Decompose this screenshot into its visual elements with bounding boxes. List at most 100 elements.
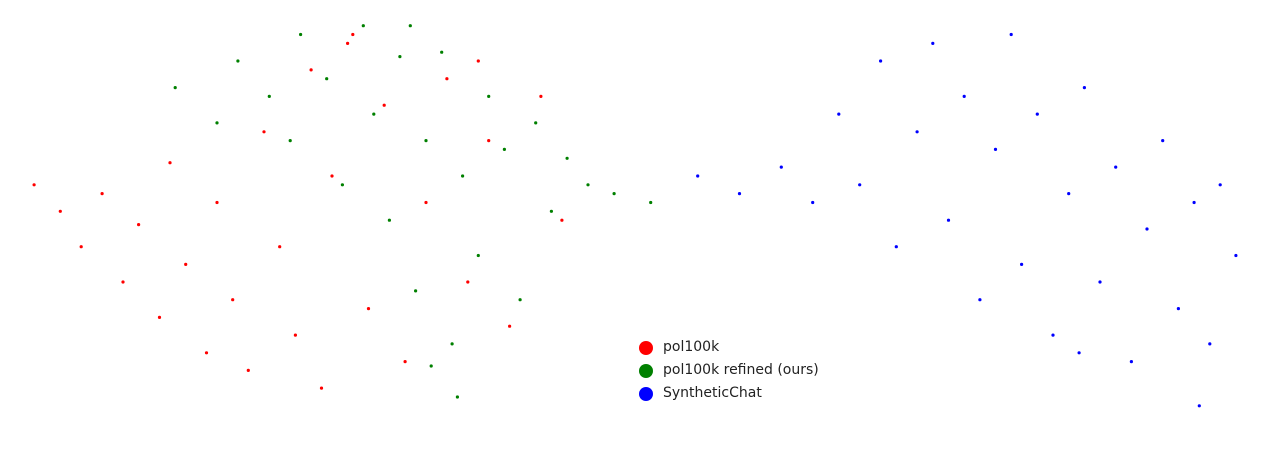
point-pol100k-26 <box>487 139 491 143</box>
point-pol100k-24 <box>445 77 449 81</box>
point-pol100k-15 <box>293 333 297 337</box>
point-pol100k-refined-ours-27 <box>455 395 459 399</box>
point-pol100k-refined-ours-20 <box>518 298 522 302</box>
point-syntheticchat-19 <box>1082 86 1086 90</box>
point-pol100k-refined-ours-5 <box>288 139 292 143</box>
point-pol100k-3 <box>100 192 104 196</box>
point-syntheticchat-28 <box>1218 183 1222 187</box>
point-pol100k-refined-ours-26 <box>649 200 653 205</box>
series-pol100k-refined-ours <box>173 24 653 399</box>
point-pol100k-7 <box>168 161 172 165</box>
point-syntheticchat-14 <box>1009 32 1013 37</box>
point-pol100k-8 <box>184 262 188 266</box>
point-pol100k-refined-ours-3 <box>267 94 271 98</box>
point-syntheticchat-20 <box>1098 280 1102 284</box>
point-syntheticchat-9 <box>931 41 935 46</box>
point-pol100k-refined-ours-4 <box>299 32 303 37</box>
point-pol100k-18 <box>330 174 334 178</box>
point-pol100k-refined-ours-28 <box>429 364 433 368</box>
series-pol100k <box>32 32 564 390</box>
point-pol100k-refined-ours-16 <box>461 174 465 178</box>
legend-label-pol100k-refined: pol100k refined (ours) <box>663 362 819 378</box>
point-syntheticchat-30 <box>1197 404 1201 408</box>
point-pol100k-13 <box>262 130 266 134</box>
point-pol100k-5 <box>137 223 141 227</box>
point-pol100k-2 <box>79 245 83 249</box>
point-pol100k-refined-ours-13 <box>424 139 428 143</box>
point-pol100k-refined-ours-14 <box>440 50 444 54</box>
point-syntheticchat-13 <box>993 147 998 151</box>
point-pol100k-22 <box>403 360 407 364</box>
legend-item-pol100k: pol100k <box>636 336 819 359</box>
point-pol100k-refined-ours-18 <box>487 94 491 98</box>
point-syntheticchat-5 <box>858 183 862 187</box>
point-pol100k-21 <box>382 103 386 107</box>
point-pol100k-14 <box>278 245 282 249</box>
point-syntheticchat-10 <box>946 218 951 222</box>
legend-marker-syntheticchat <box>639 386 653 401</box>
point-syntheticchat-8 <box>915 130 919 134</box>
point-syntheticchat-29 <box>1234 253 1238 258</box>
point-pol100k-1 <box>58 209 62 213</box>
point-syntheticchat-18 <box>1067 192 1071 196</box>
point-syntheticchat-2 <box>779 165 783 169</box>
point-syntheticchat-11 <box>962 94 966 98</box>
point-syntheticchat-12 <box>978 298 982 302</box>
point-pol100k-refined-ours-1 <box>215 121 219 125</box>
point-pol100k-16 <box>309 68 313 72</box>
legend-marker-pol100k <box>639 340 653 355</box>
point-syntheticchat-4 <box>837 112 841 116</box>
legend-item-pol100k-refined: pol100k refined (ours) <box>636 359 819 382</box>
point-pol100k-refined-ours-11 <box>398 55 402 59</box>
point-pol100k-23 <box>424 200 428 205</box>
legend-label-syntheticchat: SyntheticChat <box>663 385 762 401</box>
point-pol100k-31 <box>476 59 480 63</box>
legend-label-pol100k: pol100k <box>663 339 720 355</box>
legend: pol100k pol100k refined (ours) Synthetic… <box>636 336 819 405</box>
point-syntheticchat-21 <box>1114 165 1118 169</box>
point-pol100k-refined-ours-2 <box>236 59 240 63</box>
point-pol100k-19 <box>346 41 350 46</box>
point-pol100k-refined-ours-17 <box>476 253 480 258</box>
point-pol100k-refined-ours-29 <box>408 24 412 28</box>
point-pol100k-4 <box>121 280 125 284</box>
point-syntheticchat-17 <box>1051 333 1055 337</box>
point-pol100k-refined-ours-15 <box>450 342 454 346</box>
point-pol100k-0 <box>32 183 36 187</box>
point-pol100k-refined-ours-6 <box>325 77 329 81</box>
point-pol100k-refined-ours-19 <box>502 147 506 151</box>
point-syntheticchat-0 <box>696 174 700 178</box>
point-pol100k-refined-ours-22 <box>549 209 554 213</box>
point-pol100k-6 <box>157 315 162 319</box>
point-pol100k-30 <box>351 32 355 37</box>
point-pol100k-refined-ours-12 <box>414 289 418 293</box>
point-pol100k-20 <box>366 307 371 311</box>
legend-marker-pol100k-refined <box>639 363 653 378</box>
point-pol100k-27 <box>508 324 512 328</box>
point-pol100k-11 <box>231 298 235 302</box>
point-syntheticchat-25 <box>1176 307 1180 311</box>
legend-item-syntheticchat: SyntheticChat <box>636 382 819 405</box>
point-syntheticchat-23 <box>1145 227 1149 231</box>
point-syntheticchat-24 <box>1161 139 1165 143</box>
point-syntheticchat-26 <box>1192 200 1196 205</box>
point-syntheticchat-3 <box>811 200 815 205</box>
point-pol100k-refined-ours-10 <box>387 218 391 222</box>
point-pol100k-9 <box>204 351 209 355</box>
point-pol100k-refined-ours-9 <box>372 112 376 116</box>
point-pol100k-17 <box>319 386 324 390</box>
point-pol100k-10 <box>215 200 219 205</box>
point-syntheticchat-22 <box>1129 360 1133 364</box>
point-pol100k-refined-ours-7 <box>340 183 344 187</box>
point-syntheticchat-15 <box>1020 262 1024 266</box>
point-pol100k-refined-ours-23 <box>565 156 569 160</box>
point-syntheticchat-1 <box>737 192 742 196</box>
point-pol100k-refined-ours-24 <box>586 183 590 187</box>
point-syntheticchat-16 <box>1035 112 1039 116</box>
point-pol100k-refined-ours-0 <box>173 86 177 90</box>
point-pol100k-12 <box>246 368 250 372</box>
point-syntheticchat-31 <box>1077 351 1081 355</box>
series-syntheticchat <box>696 32 1238 408</box>
point-pol100k-refined-ours-8 <box>361 24 365 28</box>
